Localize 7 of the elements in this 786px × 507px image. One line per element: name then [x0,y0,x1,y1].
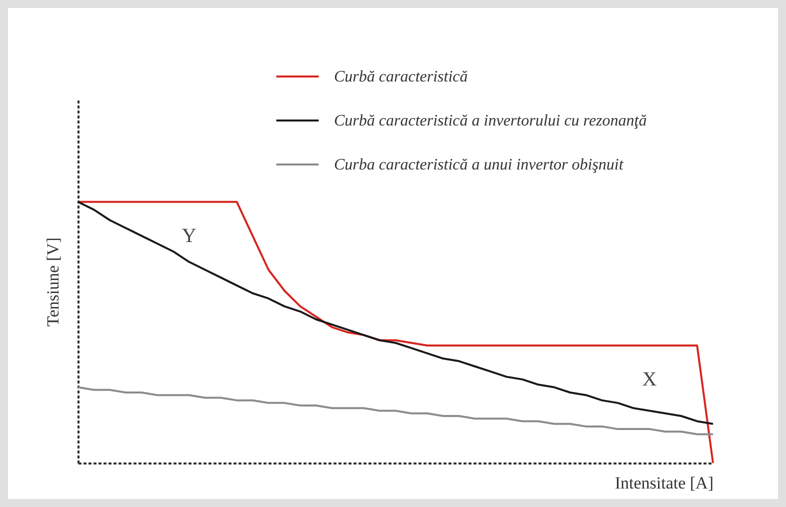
annotation: X [642,368,658,390]
legend-label: Curbă caracteristică a invertorului cu rezonanţă [334,112,647,130]
legend-label: Curbă caracteristică [334,68,468,86]
x-axis-title: Intensitate [A] [614,474,714,492]
y-axis-title: Tensiune [V] [44,238,62,326]
annotation: Y [182,224,196,247]
legend-label: Curba caracteristică a unui invertor obişnuit [334,156,624,174]
